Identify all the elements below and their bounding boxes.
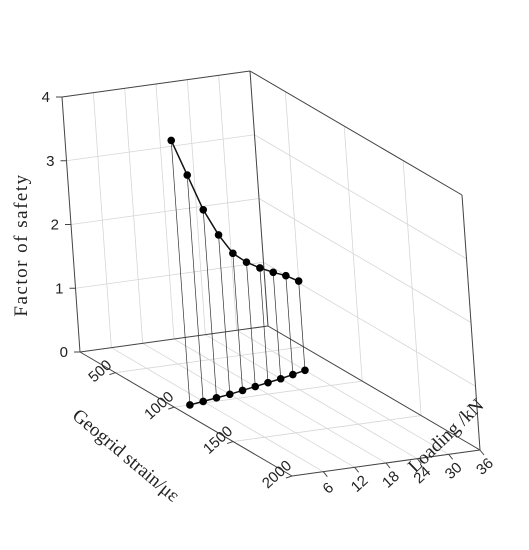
x-axis-title: Geogrid strain/με: [68, 405, 183, 506]
floor-point: [238, 386, 247, 395]
data-point: [256, 264, 264, 272]
floor-point: [276, 374, 285, 383]
curves: [170, 140, 306, 406]
drop-line: [246, 262, 256, 387]
x-tick-label: 1500: [200, 423, 236, 458]
drop-line: [259, 267, 269, 383]
floor-point: [186, 401, 194, 409]
data-point: [167, 136, 176, 145]
drop-line: [218, 234, 231, 395]
axis-edge: [61, 70, 251, 98]
y-tick-label: 30: [442, 459, 466, 483]
y-tick-mark: [416, 458, 422, 464]
data-point: [199, 205, 208, 214]
z-tick-label: 1: [55, 280, 63, 297]
floor-point: [212, 394, 221, 402]
y-tick-mark: [448, 454, 454, 460]
drop-line: [170, 140, 191, 405]
x-tick-mark: [226, 441, 234, 445]
gridline: [142, 342, 355, 468]
floor-point: [264, 378, 272, 387]
gridline: [111, 347, 324, 473]
axis-edge: [79, 325, 269, 353]
drop-line: [186, 175, 204, 402]
floor-point: [251, 382, 260, 391]
drop-line: [232, 253, 243, 391]
x-tick-mark: [109, 372, 116, 376]
gridline: [75, 261, 264, 289]
y-tick-mark: [354, 467, 360, 473]
x-tick-label: 1000: [141, 388, 177, 423]
floor-projection-curve: [189, 369, 306, 406]
fos-curve: [170, 140, 299, 282]
drop-line: [202, 209, 217, 398]
z-tick-label: 4: [42, 89, 50, 106]
z-tick-label: 2: [51, 217, 59, 234]
x-tick-label: 2000: [259, 457, 295, 492]
data-point: [214, 231, 223, 239]
data-point: [229, 249, 237, 258]
data-point: [242, 258, 251, 267]
x-tick-mark: [285, 475, 293, 479]
floor-point: [289, 370, 297, 379]
y-tick-label: 18: [379, 468, 403, 492]
data-point: [183, 171, 192, 179]
drop-line: [272, 272, 282, 379]
data-points: [167, 136, 309, 409]
drop-lines: [170, 140, 306, 405]
data-point: [294, 277, 303, 285]
gridline: [70, 198, 260, 225]
data-point: [282, 271, 290, 280]
data-point: [269, 268, 277, 277]
x-tick-label: 500: [85, 357, 115, 386]
y-tick-label: 36: [473, 455, 497, 479]
gridline: [258, 198, 472, 323]
z-axis-title: Factor of safety: [11, 173, 32, 316]
floor-point: [301, 366, 309, 375]
y-tick-label: 6: [320, 479, 338, 497]
gridline: [236, 329, 449, 455]
gridline: [173, 338, 387, 464]
axis-frame: [56, 70, 485, 479]
gridline: [254, 134, 467, 260]
axis-edge: [461, 194, 481, 451]
gridline: [66, 134, 255, 162]
floor-point: [199, 397, 207, 406]
x-tick-mark: [168, 406, 175, 410]
gridline: [205, 334, 418, 460]
y-tick-label: 12: [348, 472, 372, 496]
y-tick-mark: [322, 471, 328, 477]
y-tick-mark: [385, 462, 391, 469]
z-tick-label: 3: [46, 153, 54, 170]
y-tick-mark: [479, 449, 485, 456]
axis-edge: [249, 70, 269, 327]
axis-edge: [249, 70, 463, 196]
floor-point: [226, 390, 234, 399]
drop-line: [285, 275, 294, 375]
drop-line: [298, 281, 306, 371]
z-tick-label: 0: [60, 344, 68, 361]
